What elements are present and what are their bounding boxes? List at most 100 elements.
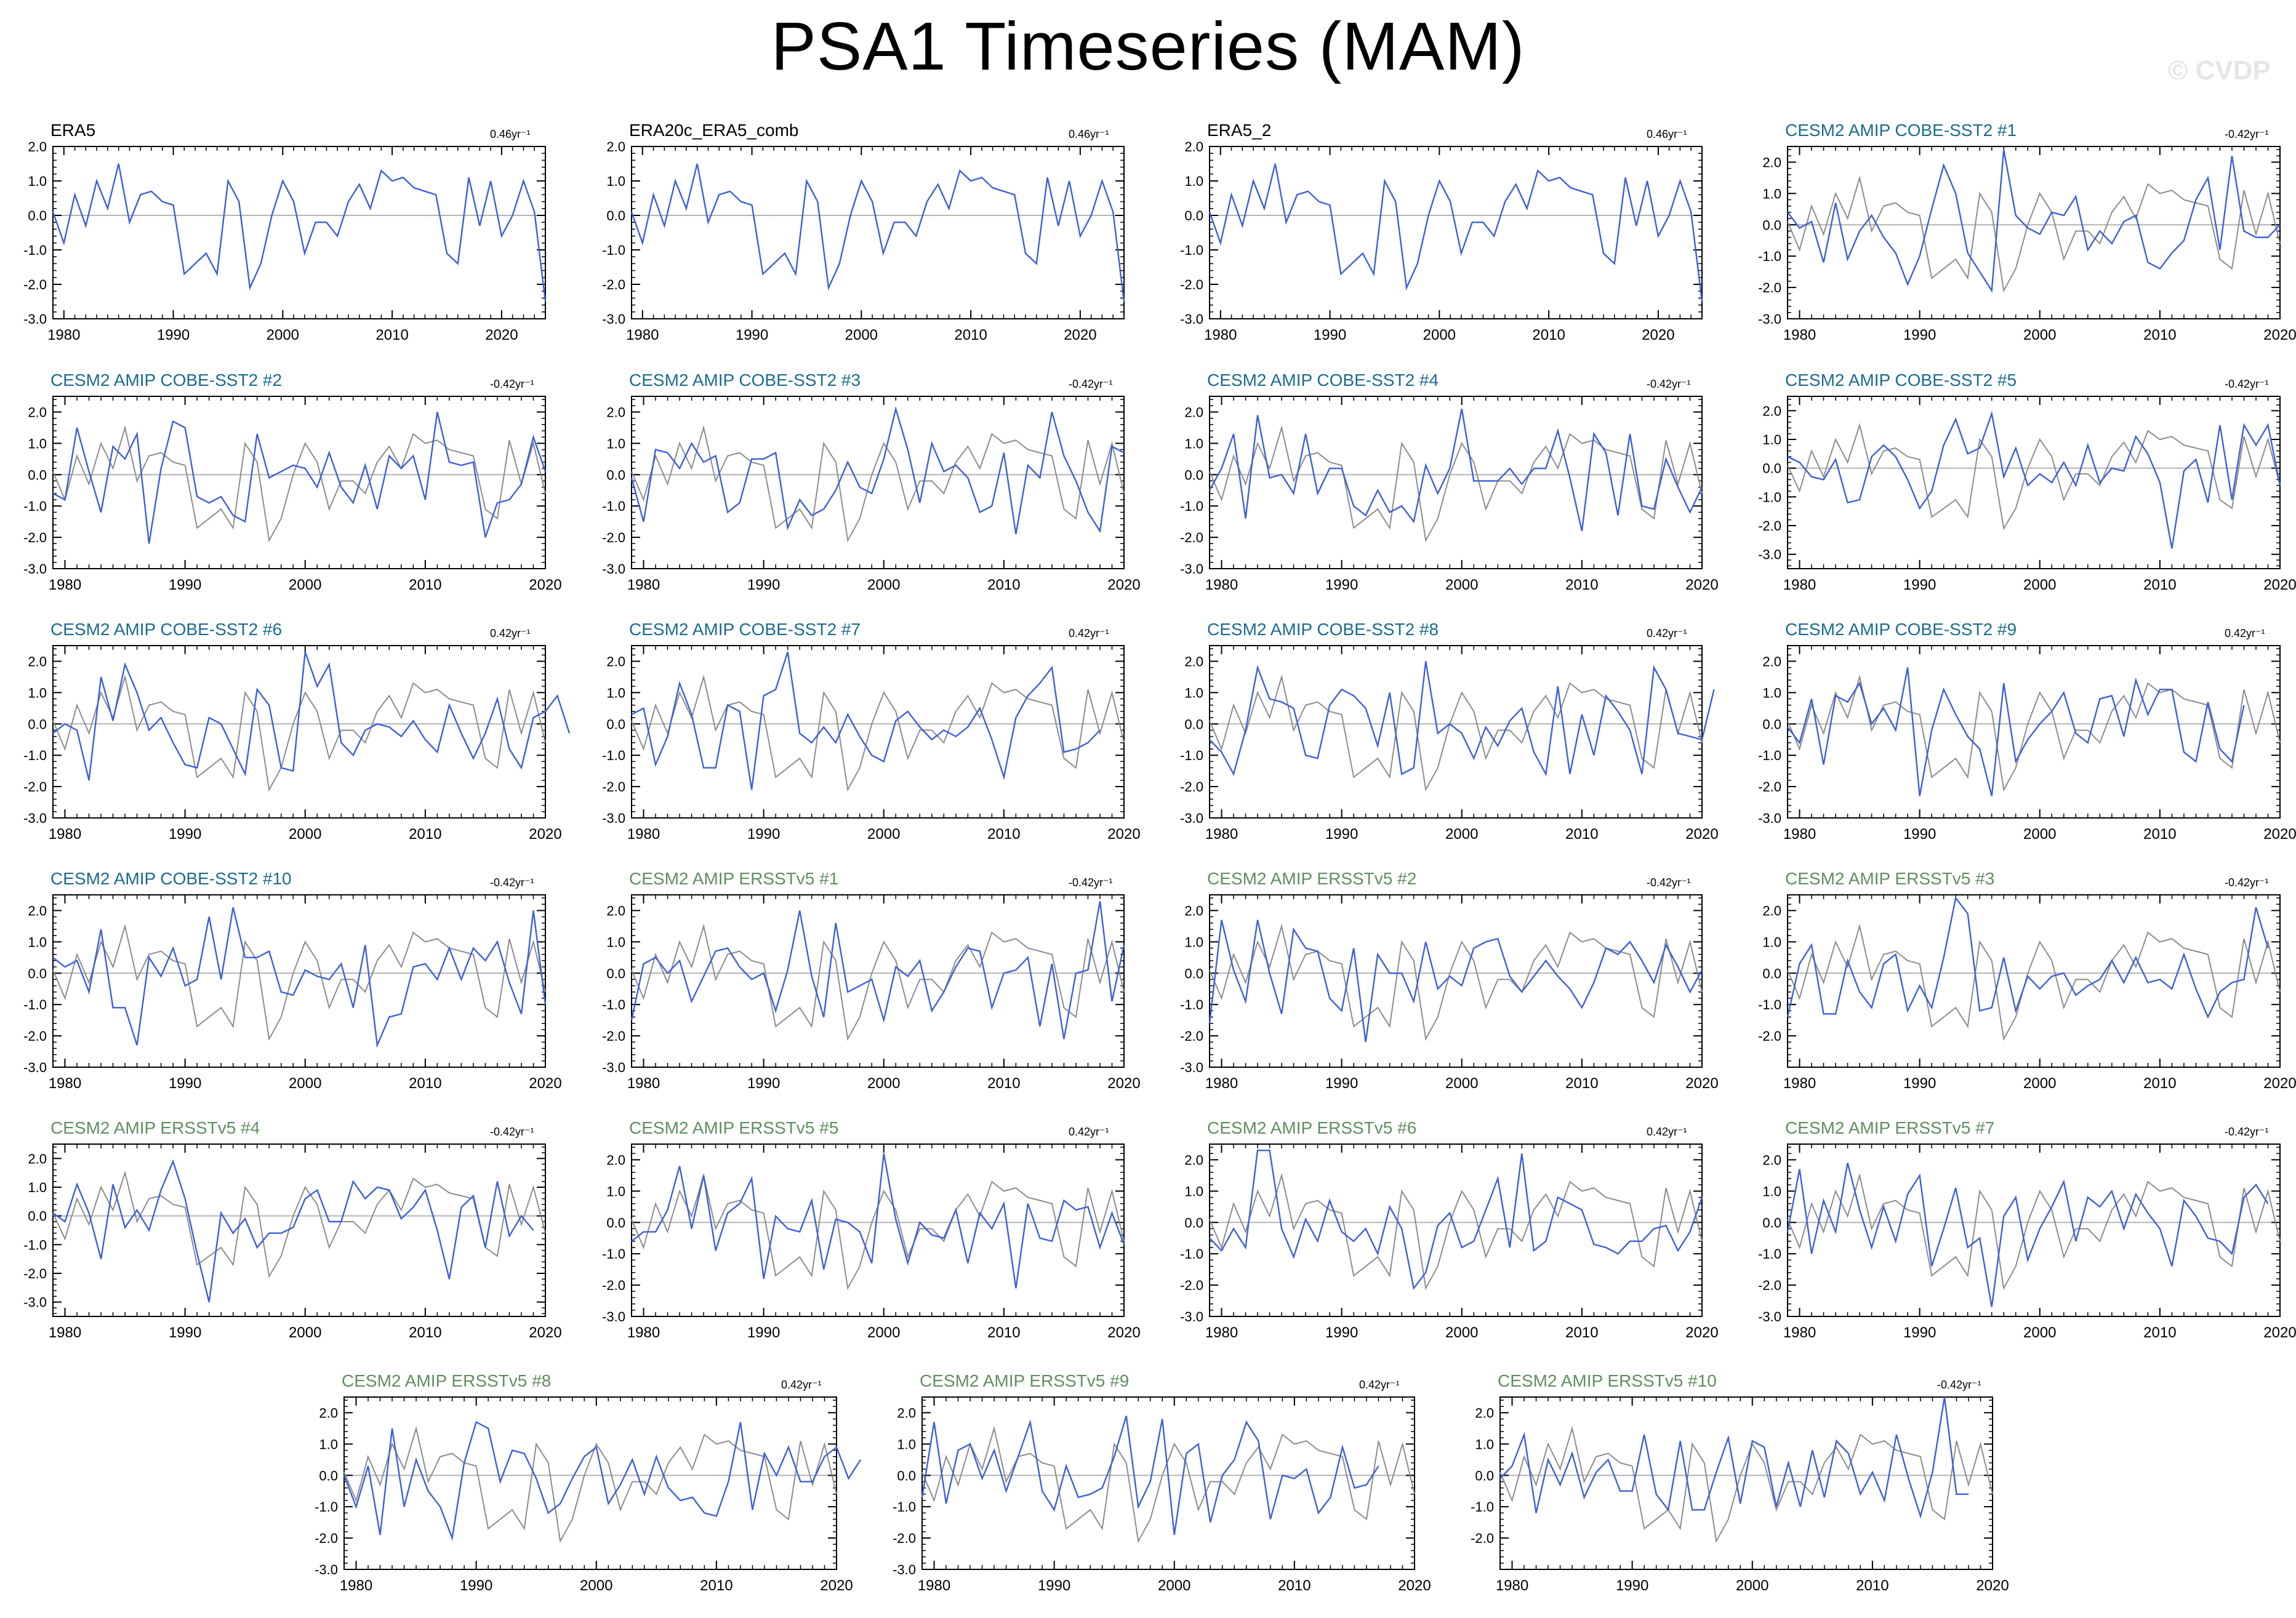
- series-line: [1208, 919, 1703, 1043]
- x-tick-label: 2000: [2023, 1324, 2056, 1341]
- observed-reference-line: [52, 923, 546, 1041]
- y-tick-label: -3.0: [602, 811, 625, 826]
- y-tick-label: 1.0: [606, 1183, 625, 1199]
- trend-label: 0.42yr⁻¹: [1647, 627, 1687, 639]
- x-tick-label: 2000: [580, 1577, 612, 1594]
- x-tick-label: 1980: [1205, 577, 1238, 593]
- x-tick-label: 1980: [47, 327, 80, 343]
- plot-frame: [1787, 1143, 2281, 1317]
- x-tick-label: 2020: [1685, 577, 1718, 593]
- y-tick-label: -1.0: [1758, 489, 1781, 505]
- y-tick-label: 0.0: [28, 208, 47, 223]
- y-tick-label: 0.0: [28, 966, 47, 981]
- panel-title: CESM2 AMIP COBE-SST2 #1: [1785, 121, 2017, 140]
- x-tick-label: 2010: [987, 826, 1020, 843]
- x-tick-label: 1990: [1903, 1324, 1936, 1341]
- chart-panel: CESM2 AMIP COBE-SST2 #2 -0.42yr⁻¹ -3.0 -2.0…: [2, 367, 562, 601]
- panel-title: CESM2 AMIP COBE-SST2 #8: [1207, 620, 1439, 639]
- trend-label: 0.46yr⁻¹: [1069, 128, 1109, 140]
- x-tick-label: 2000: [867, 1324, 900, 1341]
- y-tick-label: -2.0: [1180, 530, 1203, 545]
- y-tick-label: -3.0: [1180, 1309, 1203, 1324]
- y-tick-label: -3.0: [1758, 811, 1781, 826]
- chart-panel: CESM2 AMIP COBE-SST2 #6 0.42yr⁻¹ -3.0 -2.0-…: [2, 616, 571, 850]
- y-tick-label: 0.0: [1184, 716, 1203, 732]
- plot-frame: [52, 894, 546, 1068]
- x-tick-label: 1980: [627, 826, 660, 843]
- trend-label: 0.46yr⁻¹: [490, 128, 531, 140]
- y-tick-label: 1.0: [606, 685, 625, 700]
- timeseries-plot: -3.0 -2.0 -1.0 0.0 1.0 2.0 1980 1990 2000 2010 202…: [23, 894, 562, 1092]
- x-tick-label: 2020: [1642, 327, 1674, 343]
- y-tick-label: 1.0: [1184, 174, 1203, 189]
- chart-panel: CESM2 AMIP COBE-SST2 #1 -0.42yr⁻¹ -3.0 -2.0…: [1737, 117, 2296, 351]
- x-tick-label: 1990: [736, 327, 768, 343]
- series-line: [630, 900, 1125, 1039]
- y-tick-label: 1.0: [28, 1180, 47, 1195]
- y-tick-label: -1.0: [1180, 748, 1203, 763]
- plot-frame: [631, 894, 1125, 1068]
- x-tick-label: 1980: [1783, 1075, 1816, 1092]
- y-tick-label: -2.0: [315, 1531, 338, 1546]
- y-tick-label: -2.0: [1758, 518, 1781, 534]
- panel-title: CESM2 AMIP ERSSTv5 #9: [920, 1371, 1130, 1390]
- x-tick-label: 1990: [1903, 577, 1936, 593]
- plot-frame: [1787, 396, 2281, 569]
- trend-label: -0.42yr⁻¹: [490, 1126, 534, 1138]
- y-tick-label: 1.0: [1762, 432, 1781, 447]
- series-line: [1209, 661, 1715, 777]
- observed-reference-line: [1209, 425, 1703, 543]
- series-line: [52, 163, 547, 302]
- observed-reference-line: [52, 674, 546, 792]
- y-tick-label: 2.0: [1184, 903, 1203, 918]
- chart-panel: CESM2 AMIP COBE-SST2 #5 -0.42yr⁻¹ -3.0 -2.0…: [1737, 367, 2296, 601]
- y-tick-label: 1.0: [1762, 685, 1781, 700]
- y-tick-label: -3.0: [23, 311, 47, 327]
- panel-title: CESM2 AMIP COBE-SST2 #10: [50, 869, 292, 888]
- y-tick-label: 2.0: [1184, 404, 1203, 420]
- timeseries-plot: -3.0 -2.0 -1.0 0.0 1.0 2.0 1980 1990 2000 2010 202…: [23, 1143, 562, 1341]
- timeseries-plot: -3.0 -2.0 -1.0 0.0 1.0 2.0 1980 1990 2000 2010 202…: [1180, 1143, 1719, 1341]
- y-tick-label: -3.0: [23, 1060, 47, 1075]
- y-tick-label: -2.0: [1180, 779, 1203, 795]
- y-tick-label: -1.0: [1758, 997, 1781, 1012]
- series-line: [1786, 1163, 2269, 1307]
- timeseries-plot: -2.0 -1.0 0.0 1.0 2.0 1980 1990 2000 2010 2020: [1758, 894, 2296, 1092]
- y-tick-label: -1.0: [602, 748, 625, 763]
- observed-reference-line: [631, 425, 1125, 543]
- chart-panel: CESM2 AMIP COBE-SST2 #4 -0.42yr⁻¹ -3.0 -2.0…: [1159, 367, 1719, 601]
- y-tick-label: -2.0: [602, 1028, 625, 1044]
- y-tick-label: -3.0: [602, 561, 625, 577]
- y-tick-label: 1.0: [28, 685, 47, 700]
- y-tick-label: 0.0: [1762, 966, 1781, 981]
- x-tick-label: 1990: [1325, 1075, 1358, 1092]
- timeseries-plot: -3.0 -2.0 -1.0 0.0 1.0 2.0 1980 1990 2000 2010 202…: [1180, 894, 1719, 1092]
- y-tick-label: -1.0: [23, 242, 47, 258]
- chart-panel: CESM2 AMIP ERSSTv5 #3 -0.42yr⁻¹ -2.0 -1.0 0.…: [1737, 865, 2296, 1099]
- y-tick-label: 0.0: [1762, 1215, 1781, 1230]
- x-tick-label: 2000: [867, 826, 900, 843]
- y-tick-label: 0.0: [1475, 1468, 1494, 1483]
- series-line: [1209, 1149, 1703, 1291]
- x-tick-label: 2020: [1107, 577, 1140, 593]
- x-tick-label: 1990: [1314, 327, 1346, 343]
- x-tick-label: 1980: [626, 327, 659, 343]
- y-tick-label: -3.0: [1180, 811, 1203, 826]
- x-tick-label: 1980: [1783, 1324, 1816, 1341]
- trend-label: -0.42yr⁻¹: [2225, 128, 2269, 140]
- x-tick-label: 1980: [1783, 327, 1816, 343]
- y-tick-label: 1.0: [1762, 186, 1781, 201]
- series-line: [1208, 163, 1703, 302]
- observed-reference-line: [631, 674, 1125, 792]
- timeseries-plot: -3.0 -2.0 -1.0 0.0 1.0 2.0 1980 1990 2000 2010 202…: [602, 645, 1141, 843]
- x-tick-label: 2020: [2263, 577, 2296, 593]
- timeseries-plot: -3.0 -2.0 -1.0 0.0 1.0 2.0 1980 1990 2000 2010 202…: [602, 894, 1141, 1092]
- x-tick-label: 1990: [1038, 1577, 1070, 1594]
- x-tick-label: 1980: [627, 577, 660, 593]
- series-line: [52, 651, 571, 781]
- x-tick-label: 1990: [747, 826, 780, 843]
- x-tick-label: 1980: [49, 826, 81, 843]
- timeseries-plot: -3.0 -2.0 -1.0 0.0 1.0 2.0 1980 1990 2000 2010 202…: [23, 139, 547, 343]
- chart-panel: CESM2 AMIP ERSSTv5 #4 -0.42yr⁻¹ -3.0 -2.0 -1…: [2, 1115, 562, 1348]
